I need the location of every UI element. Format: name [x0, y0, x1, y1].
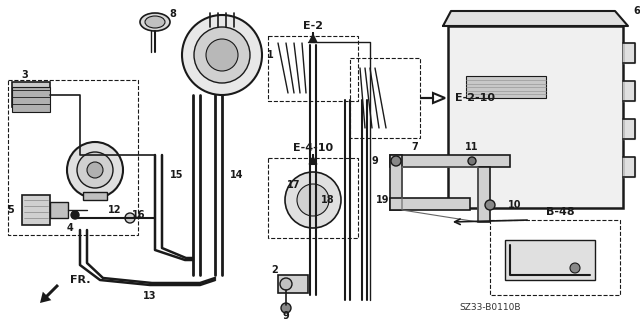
Bar — [478, 167, 490, 222]
Circle shape — [468, 157, 476, 165]
Circle shape — [182, 15, 262, 95]
Text: 16: 16 — [131, 210, 145, 220]
Text: E-2-10: E-2-10 — [455, 93, 495, 103]
Circle shape — [285, 172, 341, 228]
Text: 6: 6 — [633, 6, 640, 16]
Bar — [505, 240, 595, 280]
Circle shape — [280, 278, 292, 290]
Text: 9: 9 — [283, 311, 289, 319]
Bar — [8, 80, 138, 235]
Polygon shape — [623, 119, 635, 139]
Polygon shape — [623, 43, 635, 63]
Polygon shape — [623, 157, 635, 177]
Bar — [350, 58, 420, 138]
Bar — [50, 202, 68, 218]
Text: SZ33-B0110B: SZ33-B0110B — [460, 303, 521, 313]
Circle shape — [603, 11, 613, 21]
Circle shape — [194, 27, 250, 83]
Circle shape — [570, 263, 580, 273]
Text: 8: 8 — [170, 9, 177, 19]
Bar — [12, 82, 50, 107]
Bar — [268, 158, 358, 238]
Text: 5: 5 — [7, 205, 14, 215]
Bar — [466, 76, 546, 98]
Polygon shape — [623, 81, 635, 101]
Text: 14: 14 — [230, 170, 243, 180]
Circle shape — [71, 211, 79, 219]
Circle shape — [485, 200, 495, 210]
Text: 7: 7 — [412, 142, 419, 152]
Text: 17: 17 — [287, 180, 300, 190]
Text: 19: 19 — [376, 195, 390, 205]
Text: 3: 3 — [22, 70, 28, 80]
Text: E-2: E-2 — [303, 21, 323, 31]
Text: 9: 9 — [371, 156, 378, 166]
Circle shape — [125, 213, 135, 223]
Bar — [390, 198, 470, 210]
Text: 4: 4 — [67, 223, 74, 233]
Bar — [390, 155, 510, 167]
Circle shape — [391, 156, 401, 166]
Circle shape — [206, 39, 238, 71]
Text: 11: 11 — [465, 142, 479, 152]
Text: 18: 18 — [321, 195, 335, 205]
Text: 1: 1 — [267, 50, 274, 60]
Polygon shape — [443, 11, 628, 26]
Text: B-48: B-48 — [546, 207, 574, 217]
Text: E-4-10: E-4-10 — [293, 143, 333, 153]
Text: 13: 13 — [143, 291, 157, 301]
Text: 15: 15 — [170, 170, 183, 180]
Circle shape — [297, 184, 329, 216]
Bar — [83, 192, 107, 200]
Text: 2: 2 — [271, 265, 278, 275]
Text: 10: 10 — [508, 200, 522, 210]
Ellipse shape — [140, 13, 170, 31]
Circle shape — [77, 152, 113, 188]
FancyArrow shape — [40, 284, 59, 303]
Text: 12: 12 — [108, 205, 122, 215]
Ellipse shape — [145, 16, 165, 28]
Circle shape — [87, 162, 103, 178]
Bar — [268, 36, 358, 101]
Text: FR.: FR. — [70, 275, 90, 285]
Circle shape — [281, 303, 291, 313]
Bar — [278, 275, 308, 293]
Bar — [490, 220, 620, 295]
Bar — [12, 87, 50, 112]
Circle shape — [67, 142, 123, 198]
Bar — [390, 155, 402, 210]
Bar — [448, 26, 623, 208]
Bar — [22, 195, 50, 225]
